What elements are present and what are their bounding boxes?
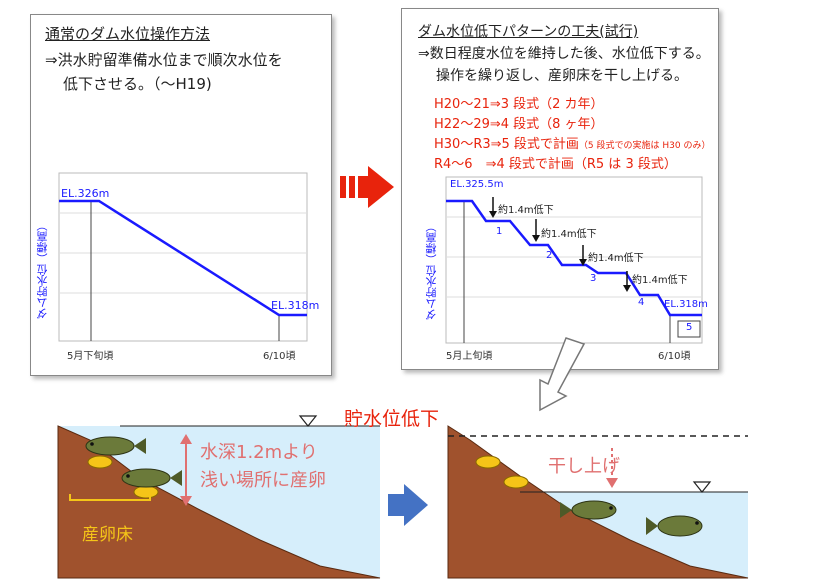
right-chart-x-end: 6/10頃: [658, 351, 691, 362]
depth-label-1: 水深1.2mより: [200, 442, 318, 463]
depth-label-2: 浅い場所に産卵: [200, 470, 326, 491]
step-label: 2: [546, 250, 553, 261]
egg-bed-icon: [87, 455, 113, 469]
egg-bed-bracket: [69, 494, 151, 501]
step-label: 5: [686, 322, 693, 333]
note-main: H20～21⇒3 段式（2 カ年）: [434, 97, 604, 112]
right-water: [530, 492, 748, 578]
left-panel-line1: ⇒洪水貯留準備水位まで順次水位を: [45, 51, 283, 69]
left-chart-end-label: EL.318m: [271, 299, 320, 312]
right-panel-title: ダム水位低下パターンの工夫(試行): [418, 24, 639, 40]
note-main: R4～6 ⇒4 段式で計画（R5 は 3 段式）: [434, 157, 677, 172]
note-small: （5 段式での実施は H30 のみ）: [578, 141, 711, 151]
bass-fish-icon: [646, 515, 703, 537]
note-row: R4～6 ⇒4 段式で計画（R5 は 3 段式）: [434, 153, 677, 172]
left-chart-x-start: 5月下旬頃: [67, 351, 114, 362]
water-level-triangle-icon: [692, 481, 712, 493]
step-label: 1: [496, 226, 503, 237]
bass-fish-icon: [121, 468, 182, 488]
right-chart: [402, 9, 718, 369]
left-panel: 通常のダム水位操作方法 ⇒洪水貯留準備水位まで順次水位を 低下させる。（～H19…: [30, 14, 332, 376]
right-chart-frame: [445, 176, 703, 344]
drop-arrow-icon: [623, 271, 631, 292]
left-panel-line2: 低下させる。（～H19): [63, 75, 212, 93]
step-label: 3: [590, 273, 597, 284]
drop-arrow-icon: [489, 197, 497, 218]
left-chart-svg: [58, 172, 308, 342]
step-label: 4: [638, 297, 645, 308]
right-chart-ylabel: ダム貯水位（標高）: [425, 221, 438, 320]
left-water-level-line: [59, 199, 307, 317]
note-row: H22～29⇒4 段式（8 ヶ年）: [434, 113, 604, 132]
note-row: H20～21⇒3 段式（2 カ年）: [434, 93, 604, 112]
drop-label: 約1.4m低下: [632, 275, 688, 286]
drop-arrow-icon: [532, 219, 540, 242]
left-chart-x-end: 6/10頃: [263, 351, 296, 362]
red-arrow-icon: [340, 166, 394, 208]
right-chart-svg: [445, 176, 703, 344]
note-row: H30～R3⇒5 段式で計画（5 段式での実施は H30 のみ）: [434, 133, 710, 152]
right-chart-end-label: EL.318m: [664, 299, 708, 310]
step-5-box: [677, 320, 701, 338]
left-chart: [31, 15, 331, 375]
bass-fish-icon: [560, 500, 617, 520]
left-chart-frame: [58, 172, 308, 342]
right-panel-line1: ⇒数日程度水位を維持した後、水位低下する。: [418, 46, 710, 62]
bass-fish-icon: [85, 436, 146, 456]
right-panel-line2: 操作を繰り返し、産卵床を干し上げる。: [436, 68, 688, 84]
drop-label: 約1.4m低下: [541, 229, 597, 240]
right-soil: [447, 425, 749, 579]
dry-up-label: 干し上げ: [548, 456, 620, 477]
right-panel: ダム水位低下パターンの工夫(試行) ⇒数日程度水位を維持した後、水位低下する。 …: [401, 8, 719, 370]
left-chart-start-label: EL.326m: [61, 187, 110, 200]
note-main: H30～R3⇒5 段式で計画: [434, 137, 579, 152]
right-scene: [447, 425, 749, 579]
egg-bed-icon: [503, 475, 529, 489]
water-level-triangle-icon: [298, 415, 318, 427]
egg-bed-icon: [475, 455, 501, 469]
depth-arrow-icon: [180, 434, 192, 506]
drop-label: 約1.4m低下: [588, 253, 644, 264]
drop-label: 約1.4m低下: [498, 205, 554, 216]
right-chart-x-start: 5月上旬頃: [446, 351, 493, 362]
note-main: H22～29⇒4 段式（8 ヶ年）: [434, 117, 604, 132]
egg-bed-label: 産卵床: [82, 525, 133, 545]
right-chart-start-label: EL.325.5m: [450, 179, 504, 190]
egg-bed-icon: [133, 485, 159, 499]
left-chart-ylabel: ダム貯水位（標高）: [36, 220, 49, 319]
drop-arrow-icon: [579, 245, 587, 266]
left-panel-title: 通常のダム水位操作方法: [45, 25, 211, 43]
right-water-level-line: [446, 199, 702, 317]
lowering-label: 貯水位低下: [344, 408, 440, 430]
blue-right-arrow-icon: [388, 484, 428, 526]
